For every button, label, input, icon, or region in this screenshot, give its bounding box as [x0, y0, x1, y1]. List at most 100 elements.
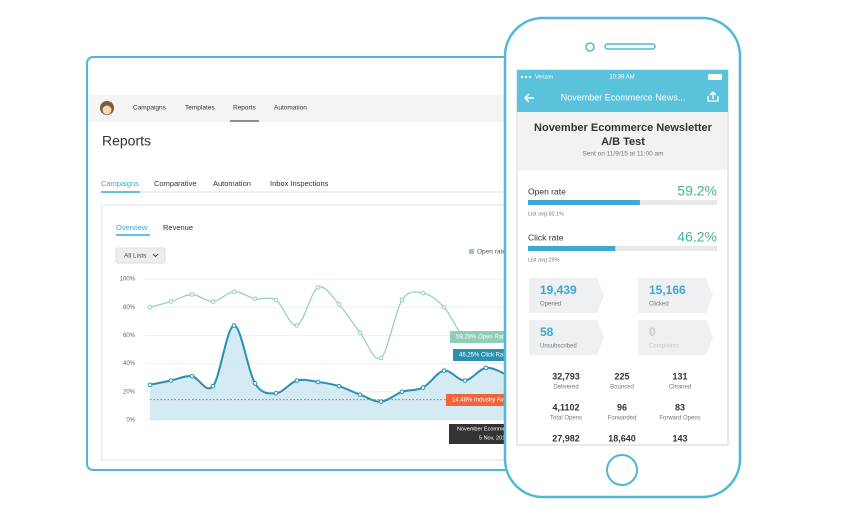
nav-item[interactable]: Campaigns [133, 105, 167, 112]
data-point [315, 379, 321, 385]
stat-label: Forwarded [608, 416, 637, 422]
stat-tile [638, 320, 713, 355]
data-point [462, 378, 468, 383]
tab[interactable]: Inbox Inspections [270, 179, 329, 188]
rate-track [528, 246, 717, 251]
subtab[interactable]: Revenue [163, 223, 193, 232]
stat-tile [638, 278, 713, 313]
filter-caret [152, 253, 159, 258]
nav-item[interactable]: Automation [274, 105, 307, 112]
stat-tile [529, 278, 604, 313]
stat-value: 143 [672, 433, 687, 443]
date-tooltip-label: 5 Nov, 2015 [479, 435, 508, 441]
clock: 10:39 AM [609, 75, 634, 81]
data-point [378, 355, 384, 361]
phone-camera [585, 42, 595, 52]
stat-label: Delivered [553, 385, 578, 391]
phone-speaker [604, 43, 656, 50]
rate-value: 59.2% [677, 183, 717, 199]
tile-value: 15,166 [649, 283, 686, 297]
tooltip [446, 394, 516, 406]
data-point [483, 365, 489, 371]
subtab[interactable]: Overview [116, 223, 148, 232]
data-point [420, 290, 426, 296]
signal [520, 75, 524, 79]
tab[interactable]: Comparative [154, 179, 197, 188]
tile-value: 19,439 [540, 283, 577, 297]
tab[interactable]: Campaigns [101, 179, 139, 188]
stat-value: 32,793 [552, 371, 580, 381]
header-title: November Ecommerce News... [561, 92, 686, 102]
report-title: A/B Test [601, 136, 645, 148]
data-point [189, 292, 195, 297]
data-point [336, 302, 342, 307]
data-point [420, 385, 426, 390]
data-point [336, 383, 342, 389]
data-point [294, 323, 300, 328]
data-point [210, 299, 216, 304]
date-tooltip [449, 424, 519, 444]
y-tick-label: 20% [123, 389, 136, 395]
y-tick-label: 60% [123, 333, 136, 339]
data-point [399, 389, 405, 395]
stat-label: Forward Opens [659, 416, 700, 422]
rate-avg: List avg 50.1% [528, 211, 564, 217]
tab[interactable]: Automation [213, 179, 251, 188]
y-tick-label: 80% [123, 305, 136, 311]
legend-swatch [469, 249, 474, 254]
data-point [231, 289, 237, 294]
tile-label: Unsubscribed [540, 344, 577, 350]
phone-header [517, 70, 728, 112]
data-point [315, 285, 321, 290]
data-point [273, 297, 279, 303]
stat-tile [529, 320, 604, 355]
rate-label: Open rate [528, 186, 566, 196]
back-button[interactable] [523, 93, 534, 103]
tooltip [450, 331, 520, 343]
battery [708, 74, 722, 80]
rate-avg: List avg 29% [528, 257, 560, 263]
data-point [357, 392, 363, 397]
data-point [294, 378, 300, 383]
data-point [168, 378, 174, 383]
data-point [189, 373, 195, 379]
tile-value: 0 [649, 325, 656, 339]
carrier: Verizon [535, 74, 553, 80]
y-tick-label: 0% [126, 418, 135, 424]
page-title: Reports [102, 133, 151, 149]
y-tick-label: 40% [123, 361, 136, 367]
filter-button[interactable] [115, 247, 166, 264]
data-point [147, 304, 153, 310]
filter-label[interactable]: All Lists [124, 253, 147, 260]
nav-item[interactable]: Reports [233, 105, 257, 112]
click-area [150, 325, 507, 420]
legend-label: Open rate [477, 249, 506, 256]
stat-value: 18,640 [608, 433, 636, 443]
share-button[interactable] [707, 91, 719, 102]
signal [528, 75, 532, 79]
rate-value: 46.2% [677, 229, 717, 245]
stat-value: 131 [672, 371, 687, 381]
data-point [231, 323, 237, 328]
tile-label: Opened [540, 302, 561, 308]
tile-label: Complaints [649, 344, 679, 350]
nav-item[interactable]: Templates [185, 105, 215, 112]
data-point [441, 304, 447, 310]
data-point [168, 299, 174, 304]
data-point [252, 381, 258, 386]
stat-label: Bounced [610, 385, 634, 391]
report-title: November Ecommerce Newsletter [534, 122, 713, 134]
rate-label: Click rate [528, 232, 564, 242]
tooltip-label: 59.28% Open Rate [456, 335, 508, 341]
home-button[interactable] [606, 454, 638, 486]
stat-label: Total Opens [550, 416, 582, 422]
y-tick-label: 100% [120, 277, 136, 283]
data-point [399, 297, 405, 303]
phone-content: Open rate 59.2% List avg 50.1% Click rate 46… [528, 183, 717, 443]
tabs: Campaigns Comparative Automation Inbox Insp… [101, 179, 329, 232]
data-point [378, 399, 384, 404]
stat-label: Cleaned [669, 385, 691, 391]
stat-value: 27,982 [552, 433, 580, 443]
stat-value: 225 [614, 371, 629, 381]
